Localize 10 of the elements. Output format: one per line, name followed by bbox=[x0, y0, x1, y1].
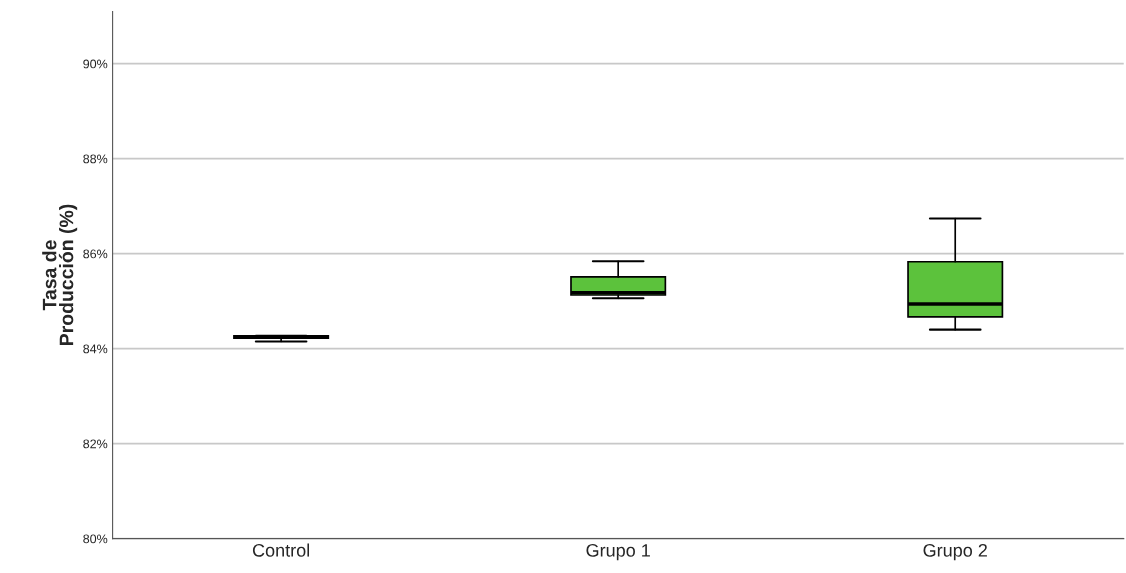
y-tick-label: 84% bbox=[83, 344, 108, 354]
x-tick-label: Grupo 2 bbox=[923, 543, 987, 561]
x-tick-label: Control bbox=[252, 543, 310, 557]
y-tick-label: 90% bbox=[83, 59, 108, 69]
x-tick-label: Grupo 1 bbox=[586, 543, 650, 561]
y-axis-title: Tasa de Producción (%) bbox=[42, 204, 78, 346]
y-tick-label: 80% bbox=[83, 534, 108, 544]
y-tick-label: 88% bbox=[83, 154, 108, 164]
y-tick-label: 86% bbox=[83, 249, 108, 259]
y-tick-label: 82% bbox=[83, 439, 108, 449]
